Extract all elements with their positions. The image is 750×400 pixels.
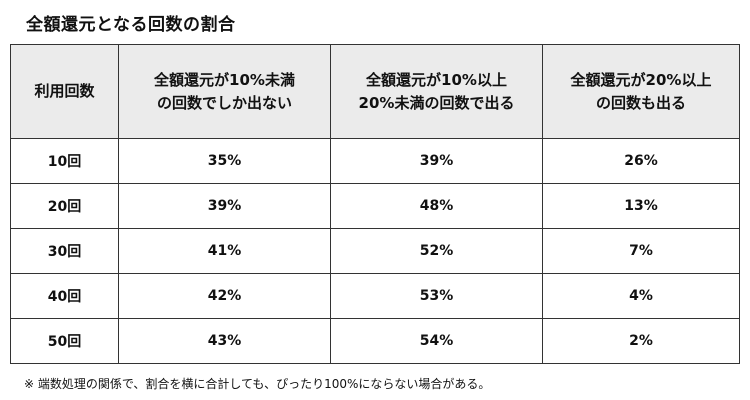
10-to-20-cell: 39% xyxy=(330,138,543,184)
header-line: の回数も出る xyxy=(595,93,686,112)
header-line: 全額還元が20%以上 xyxy=(570,70,712,89)
under-10-cell: 35% xyxy=(118,138,331,184)
under-10-cell: 41% xyxy=(118,228,331,274)
table-row: 40回 42% 53% 4% xyxy=(10,273,740,319)
under-10-cell: 39% xyxy=(118,183,331,229)
table-row: 20回 39% 48% 13% xyxy=(10,183,740,229)
usage-count-cell: 10回 xyxy=(10,138,119,184)
under-10-cell: 42% xyxy=(118,273,331,319)
table-title: 全額還元となる回数の割合 xyxy=(26,15,236,35)
under-10-cell: 43% xyxy=(118,318,331,364)
header-line: 20%未満の回数で出る xyxy=(358,93,515,112)
table-row: 50回 43% 54% 2% xyxy=(10,318,740,364)
header-20-plus: 全額還元が20%以上 の回数も出る xyxy=(542,44,740,139)
header-line: 全額還元が10%以上 xyxy=(366,70,507,89)
10-to-20-cell: 52% xyxy=(330,228,543,274)
header-10-to-20: 全額還元が10%以上 20%未満の回数で出る xyxy=(330,44,543,139)
usage-count-cell: 30回 xyxy=(10,228,119,274)
footnote: ※ 端数処理の関係で、割合を横に合計しても、ぴったり100%にならない場合がある… xyxy=(24,377,491,391)
header-row: 利用回数 全額還元が10%未満 の回数でしか出ない 全額還元が10%以上 20%… xyxy=(10,44,740,139)
20-plus-cell: 26% xyxy=(542,138,740,184)
20-plus-cell: 7% xyxy=(542,228,740,274)
header-line: 全額還元が10%未満 xyxy=(154,70,295,89)
20-plus-cell: 2% xyxy=(542,318,740,364)
20-plus-cell: 4% xyxy=(542,273,740,319)
10-to-20-cell: 53% xyxy=(330,273,543,319)
header-line: の回数でしか出ない xyxy=(156,93,292,112)
header-usage-count: 利用回数 xyxy=(10,44,119,139)
header-line: 利用回数 xyxy=(34,82,95,100)
header-under-10: 全額還元が10%未満 の回数でしか出ない xyxy=(118,44,331,139)
table-row: 10回 35% 39% 26% xyxy=(10,138,740,184)
ratio-table: 利用回数 全額還元が10%未満 の回数でしか出ない 全額還元が10%以上 20%… xyxy=(10,44,740,364)
10-to-20-cell: 48% xyxy=(330,183,543,229)
20-plus-cell: 13% xyxy=(542,183,740,229)
usage-count-cell: 20回 xyxy=(10,183,119,229)
usage-count-cell: 40回 xyxy=(10,273,119,319)
10-to-20-cell: 54% xyxy=(330,318,543,364)
table-row: 30回 41% 52% 7% xyxy=(10,228,740,274)
usage-count-cell: 50回 xyxy=(10,318,119,364)
